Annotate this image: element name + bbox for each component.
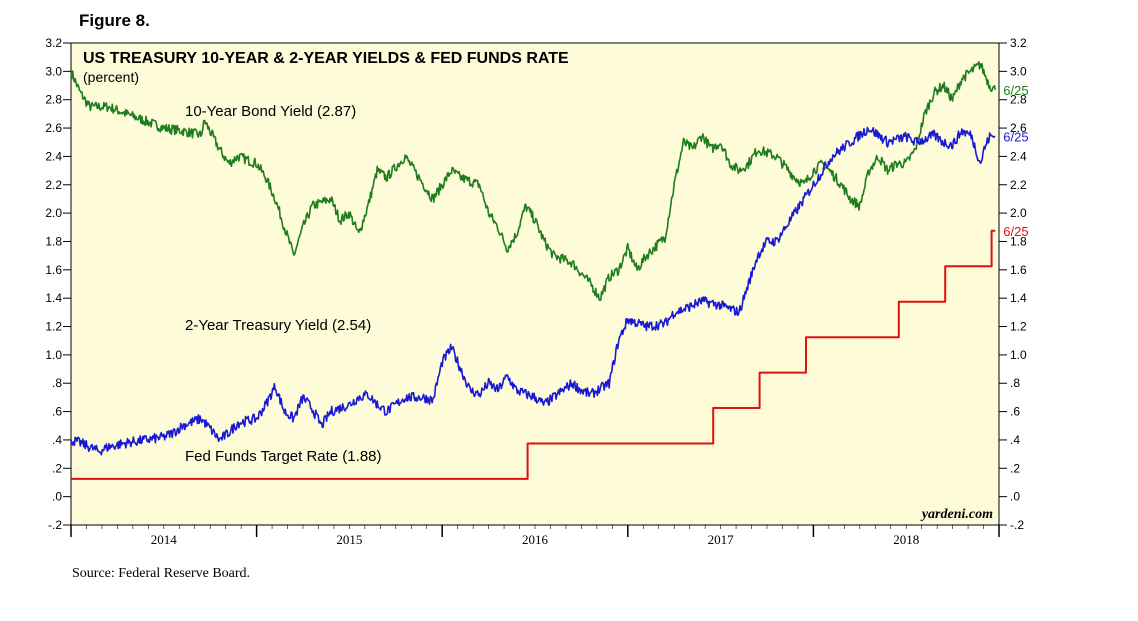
series-end-label-2: 6/25 [1003,224,1028,239]
x-tick-label: 2015 [336,532,362,547]
series-end-label-0: 6/25 [1003,83,1028,98]
series-line-1 [70,126,996,456]
y-tick-label-left: .8 [52,376,62,390]
y-tick-label-right: 2.2 [1010,178,1027,192]
y-tick-label-right: 3.2 [1010,36,1027,50]
y-tick-label-right: 2.4 [1010,149,1027,163]
y-tick-label-left: 3.0 [45,64,62,78]
y-tick-label-right: -.2 [1010,518,1024,532]
y-tick-label-left: 2.0 [45,206,62,220]
y-tick-label-right: 3.0 [1010,64,1027,78]
x-tick-label: 2016 [522,532,549,547]
y-tick-label-left: .2 [52,461,62,475]
y-tick-label-left: .4 [52,433,62,447]
y-tick-label-right: 1.0 [1010,348,1027,362]
y-tick-label-right: 2.8 [1010,93,1027,107]
y-tick-label-left: 1.6 [45,263,62,277]
y-tick-label-right: .0 [1010,490,1020,504]
chart-title: US TREASURY 10-YEAR & 2-YEAR YIELDS & FE… [83,50,569,67]
series-label-1: 2-Year Treasury Yield (2.54) [185,317,371,334]
plot-area [70,42,1000,526]
y-tick-label-right: .8 [1010,376,1020,390]
figure-label: Figure 8. [79,11,150,30]
y-tick-label-left: 1.4 [45,291,62,305]
y-tick-label-left: 1.8 [45,234,62,248]
x-tick-label: 2014 [151,532,178,547]
y-tick-label-left: .0 [52,490,62,504]
y-tick-label-left: 1.0 [45,348,62,362]
chart-subtitle: (percent) [83,69,139,85]
y-tick-label-right: 1.6 [1010,263,1027,277]
y-tick-label-right: 1.8 [1010,234,1027,248]
series-end-label-1: 6/25 [1003,130,1028,145]
y-tick-label-right: 2.0 [1010,206,1027,220]
series-line-2 [71,229,996,480]
y-tick-label-left: 2.8 [45,93,62,107]
y-tick-label-left: -.2 [48,518,62,532]
series-line-0 [70,61,997,302]
y-tick-label-right: .4 [1010,433,1020,447]
y-tick-label-right: 2.6 [1010,121,1027,135]
yields-chart: 10-Year Bond Yield (2.87) 6/25 2-Year Trea… [45,36,1028,547]
y-tick-label-right: .6 [1010,405,1020,419]
series-label-2: Fed Funds Target Rate (1.88) [185,448,382,465]
x-tick-label: 2018 [893,532,919,547]
watermark: yardeni.com [920,507,993,522]
y-tick-label-left: 2.4 [45,149,62,163]
source-note: Source: Federal Reserve Board. [72,566,251,581]
y-tick-label-left: 2.2 [45,178,62,192]
series-label-0: 10-Year Bond Yield (2.87) [185,103,356,120]
y-tick-label-left: 1.2 [45,320,62,334]
y-tick-label-left: 3.2 [45,36,62,50]
x-tick-label: 2017 [708,532,735,547]
y-tick-label-right: 1.2 [1010,320,1027,334]
y-tick-label-left: 2.6 [45,121,62,135]
y-tick-label-right: 1.4 [1010,291,1027,305]
y-tick-label-right: .2 [1010,461,1020,475]
y-tick-label-left: .6 [52,405,62,419]
